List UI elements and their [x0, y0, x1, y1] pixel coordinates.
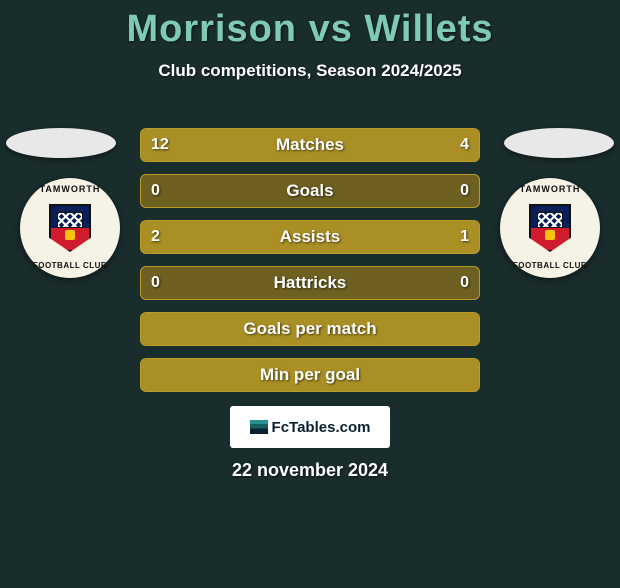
date-text: 22 november 2024 — [0, 460, 620, 481]
brand-text: FcTables.com — [272, 419, 371, 436]
bar-chart-icon — [250, 420, 268, 434]
stat-fill-right — [366, 221, 479, 253]
stats-container: Matches124Goals00Assists21Hattricks00Goa… — [140, 128, 480, 404]
stat-fill-left — [141, 221, 366, 253]
stat-value-right: 0 — [460, 267, 469, 299]
shield-icon — [49, 204, 91, 252]
avatar-left — [6, 128, 116, 158]
stat-row: Assists21 — [140, 220, 480, 254]
avatar-right — [504, 128, 614, 158]
brand-logo: FcTables.com — [230, 406, 390, 448]
club-name-bottom-left: FOOTBALL CLUB — [33, 261, 107, 270]
stat-value-left: 0 — [151, 267, 160, 299]
stat-row: Min per goal — [140, 358, 480, 392]
page-subtitle: Club competitions, Season 2024/2025 — [0, 61, 620, 81]
stat-value-right: 0 — [460, 175, 469, 207]
club-name-top-left: TAMWORTH — [40, 184, 101, 194]
stat-fill-left — [141, 359, 479, 391]
page-title: Morrison vs Willets — [0, 8, 620, 51]
stat-fill-left — [141, 313, 479, 345]
stat-value-left: 0 — [151, 175, 160, 207]
stat-row: Goals0 0 — [140, 174, 480, 208]
club-crest-right: TAMWORTH FOOTBALL CLUB — [500, 178, 600, 278]
stat-fill-right — [395, 129, 480, 161]
shield-icon — [529, 204, 571, 252]
club-name-bottom-right: FOOTBALL CLUB — [513, 261, 587, 270]
stat-label: Goals — [141, 175, 479, 207]
stat-fill-left — [141, 129, 395, 161]
stat-label: Hattricks — [141, 267, 479, 299]
stat-row: Matches124 — [140, 128, 480, 162]
club-name-top-right: TAMWORTH — [520, 184, 581, 194]
stat-row: Goals per match — [140, 312, 480, 346]
club-crest-left: TAMWORTH FOOTBALL CLUB — [20, 178, 120, 278]
stat-row: Hattricks0 0 — [140, 266, 480, 300]
